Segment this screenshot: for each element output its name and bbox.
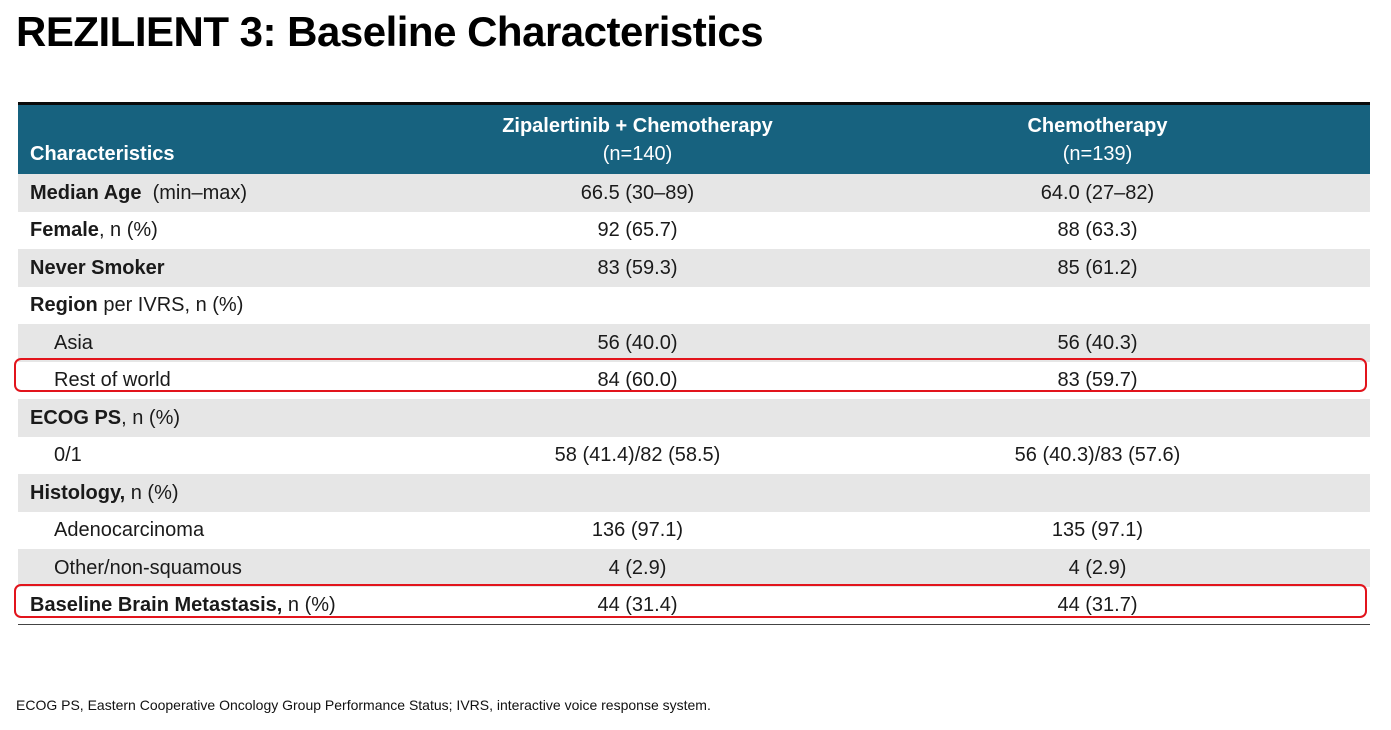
header-chemotherapy: Chemotherapy (n=139) (825, 104, 1370, 175)
baseline-table-container: Characteristics Zipalertinib + Chemother… (18, 102, 1370, 625)
row-label-bold: Region (30, 294, 98, 317)
row-label-bold: Baseline Brain Metastasis, (30, 594, 283, 616)
row-label-rest: n (%) (282, 594, 336, 616)
row-value-chemo: 85 (61.2) (1057, 256, 1138, 279)
page-title: REZILIENT 3: Baseline Characteristics (16, 8, 764, 55)
table-row: Other/non-squamous 4 (2.9) 4 (2.9) (18, 549, 1370, 587)
row-label-bold: ECOG PS (30, 406, 122, 429)
row-value-zipalertinib: 44 (31.4) (450, 586, 825, 625)
row-label: Region per IVRS, n (%) (18, 287, 450, 325)
row-label: Histology, n (%) (18, 474, 450, 512)
row-label-bold: Female (30, 219, 99, 242)
row-label: Never Smoker (18, 249, 450, 287)
table-row: Asia 56 (40.0) 56 (40.3) (18, 324, 1370, 362)
row-label-bold: Never Smoker (30, 256, 165, 279)
row-label-rest: (min–max) (141, 181, 248, 204)
row-label-rest: n (%) (125, 481, 179, 504)
row-value-zipalertinib: 92 (65.7) (597, 219, 678, 242)
header-col1-n: (n=140) (602, 143, 673, 165)
table-row: Histology, n (%) (18, 474, 1370, 512)
row-value-zipalertinib (450, 399, 825, 437)
row-value-chemo: 83 (59.7) (1057, 369, 1138, 392)
table-row: 0/1 58 (41.4)/82 (58.5) 56 (40.3)/83 (57… (18, 436, 1370, 474)
row-value-chemo (825, 474, 1370, 512)
table-row: Female, n (%) 92 (65.7) 88 (63.3) (18, 211, 1370, 250)
row-label-rest: , n (%) (121, 406, 181, 429)
table-row: Median Age (min–max) 66.5 (30–89) 64.0 (… (18, 174, 1370, 212)
row-label-rest: per IVRS, n (%) (97, 294, 244, 317)
row-label-rest: , n (%) (98, 219, 158, 242)
row-label: Female, n (%) (18, 212, 450, 250)
row-label: Median Age (min–max) (18, 174, 450, 212)
table-row: ECOG PS, n (%) (18, 399, 1370, 437)
header-col1-name: Zipalertinib + Chemotherapy (502, 115, 773, 137)
row-value-chemo: 135 (97.1) (1051, 519, 1144, 542)
row-value-chemo: 64.0 (27–82) (1040, 181, 1155, 204)
footnote: ECOG PS, Eastern Cooperative Oncology Gr… (16, 697, 711, 713)
table-header-row: Characteristics Zipalertinib + Chemother… (18, 103, 1370, 175)
header-col2-n: (n=139) (1062, 143, 1133, 165)
row-label-bold: Median Age (30, 181, 142, 204)
row-label: Asia (54, 331, 93, 354)
row-value-zipalertinib: 136 (97.1) (591, 519, 684, 542)
baseline-characteristics-table: Characteristics Zipalertinib + Chemother… (18, 102, 1370, 625)
row-value-zipalertinib: 83 (59.3) (597, 256, 678, 279)
header-characteristics: Characteristics (30, 143, 175, 165)
row-value-zipalertinib: 4 (2.9) (608, 556, 667, 579)
row-label: Adenocarcinoma (54, 519, 205, 542)
row-value-chemo: 4 (2.9) (1068, 556, 1127, 579)
table-row: Rest of world 84 (60.0) 83 (59.7) (18, 361, 1370, 399)
row-value-chemo: 56 (40.3)/83 (57.6) (1014, 444, 1181, 467)
row-label: 0/1 (54, 444, 82, 467)
row-label: Rest of world (54, 369, 171, 392)
table-row: Adenocarcinoma 136 (97.1) 135 (97.1) (18, 511, 1370, 549)
row-value-chemo (825, 287, 1370, 325)
row-value-chemo: 88 (63.3) (1057, 219, 1138, 242)
row-label: Baseline Brain Metastasis, n (%) (18, 586, 450, 625)
row-value-zipalertinib: 56 (40.0) (597, 331, 678, 354)
header-zipalertinib-chemo: Zipalertinib + Chemotherapy (n=140) (450, 104, 825, 175)
table-row: Never Smoker 83 (59.3) 85 (61.2) (18, 249, 1370, 287)
row-value-zipalertinib: 66.5 (30–89) (580, 181, 695, 204)
table-row: Baseline Brain Metastasis, n (%) 44 (31.… (18, 586, 1370, 625)
row-value-zipalertinib (450, 474, 825, 512)
row-label: Other/non-squamous (54, 556, 242, 579)
table-row: Region per IVRS, n (%) (18, 286, 1370, 325)
row-value-zipalertinib: 58 (41.4)/82 (58.5) (554, 444, 721, 467)
row-value-chemo: 44 (31.7) (825, 586, 1370, 625)
row-label: ECOG PS, n (%) (18, 399, 450, 437)
row-value-zipalertinib (450, 287, 825, 325)
row-value-chemo (825, 399, 1370, 437)
row-value-zipalertinib: 84 (60.0) (597, 369, 678, 392)
row-value-chemo: 56 (40.3) (1057, 331, 1138, 354)
header-col2-name: Chemotherapy (1027, 115, 1168, 137)
row-label-bold: Histology, (30, 481, 126, 504)
